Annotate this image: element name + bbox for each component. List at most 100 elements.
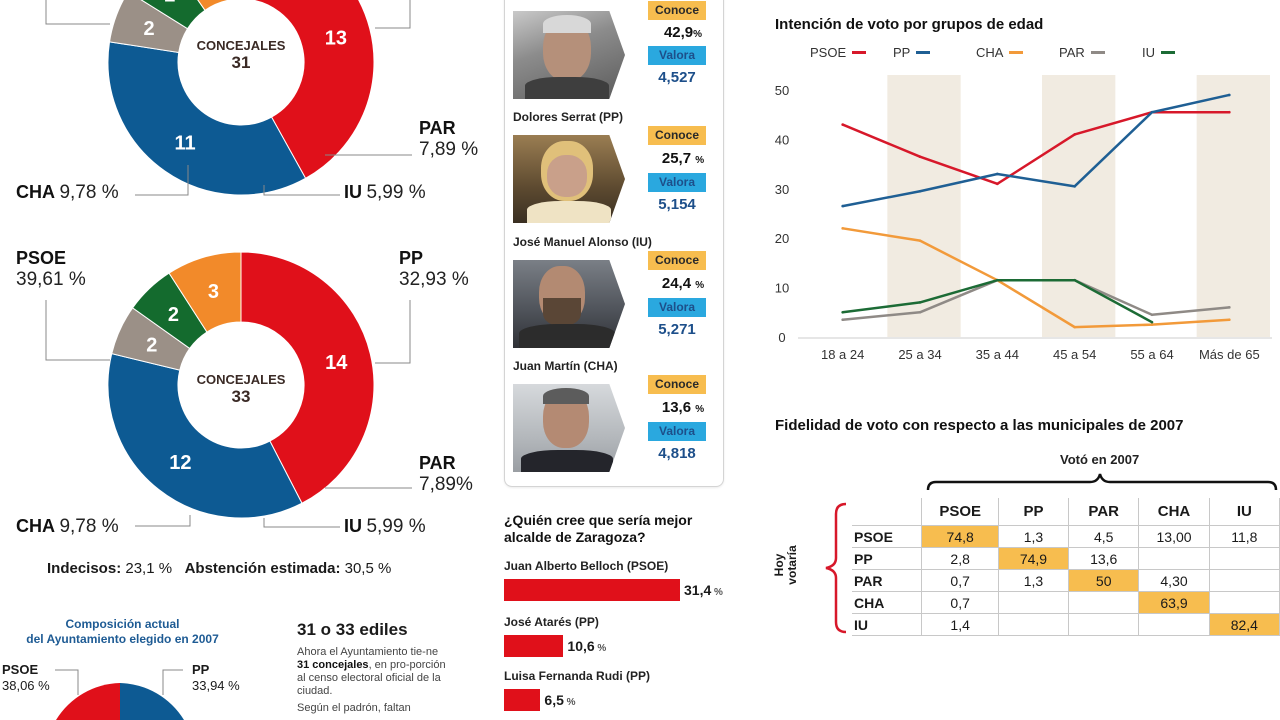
ediles-text2: Según el padrón, faltan [297, 702, 411, 714]
conoce-value: 24,4 % [648, 275, 718, 292]
x-tick-label: 55 a 64 [1130, 347, 1173, 362]
table-cell: 0,7 [921, 591, 999, 614]
row-group-label: Hoy votaría [772, 535, 799, 595]
pie31-center: CONCEJALES 31 [178, 38, 304, 73]
pie33-seats-iu: 2 [168, 304, 179, 326]
alcalde-bar-number: 31,4 [684, 582, 712, 598]
alcalde-bar [504, 689, 541, 711]
legend-item-cha: CHA [976, 45, 1059, 60]
data-point-iu [841, 311, 844, 314]
valora-badge: Valora [648, 422, 706, 441]
data-point-par [1150, 313, 1154, 317]
table-cell: 2,8 [921, 547, 999, 570]
composicion-psoe-label: PSOE 38,06 % [2, 662, 50, 694]
pie33-cha-name: CHA [16, 516, 55, 536]
candidate-photo [513, 384, 625, 472]
line-chart-title: Intención de voto por grupos de edad [775, 16, 1044, 33]
data-point-cha [1073, 325, 1076, 329]
candidate-card: Juan Martín (CHA) Conoce 13,6 % Valora 4… [513, 359, 718, 474]
candidate-name: Juan Martín (CHA) [513, 359, 618, 373]
pie33-psoe-pct: 39,61 % [16, 269, 86, 290]
alcalde-candidate-name: Luisa Fernanda Rudi (PP) [504, 669, 651, 683]
valora-value: 5,154 [658, 196, 696, 213]
pie31-par-name: PAR [419, 118, 456, 138]
alcalde-candidate-name: Juan Alberto Belloch (PSOE) [504, 559, 669, 573]
pie33-iu-callout [263, 518, 340, 528]
table-cell [998, 591, 1070, 614]
table-cell: 1,3 [998, 569, 1070, 592]
valora-value: 4,527 [658, 69, 696, 86]
abstencion-value: 30,5 % [344, 560, 392, 577]
pie33-iu-name: IU [344, 516, 362, 536]
data-point-pp [1150, 110, 1154, 114]
data-point-iu [996, 278, 999, 282]
pie31-iu-callout [263, 185, 340, 196]
series-line-cha [842, 227, 1230, 329]
chart-band [887, 75, 961, 337]
mejor-alcalde-title: ¿Quién cree que sería mejor alcalde de Z… [504, 512, 692, 546]
table-title: Fidelidad de voto con respecto a las mun… [775, 417, 1184, 434]
candidate-photo [513, 260, 625, 348]
candidate-card: Dolores Serrat (PP) Conoce 25,7 % Valora… [513, 110, 718, 225]
legend-label: PSOE [810, 45, 847, 60]
composicion-title-line2: del Ayuntamiento elegido en 2007 [26, 632, 219, 646]
conoce-number: 13,6 [661, 399, 692, 416]
candidate-name: Dolores Serrat (PP) [513, 110, 624, 124]
pie33-seats-pp: 12 [169, 452, 191, 474]
table-cell [1209, 591, 1280, 614]
valora-badge: Valora [648, 298, 706, 317]
composicion-pp-callout [162, 669, 183, 695]
alcalde-bar-value: 10,6 % [567, 638, 606, 654]
table-row: PAR 0,7 1,3 50 4,30 [852, 569, 1280, 592]
conoce-badge: Conoce [648, 251, 706, 270]
conoce-badge: Conoce [648, 126, 706, 145]
table-cell: 4,5 [1068, 525, 1140, 548]
pie33-par-label: PAR 7,89% [419, 453, 473, 496]
pie31-par-label: PAR 7,89 % [419, 118, 478, 161]
legend-swatch [852, 51, 867, 54]
composicion-title-line1: Composición actual [65, 617, 180, 631]
series-line-psoe [842, 110, 1230, 186]
pct-sign: % [695, 280, 705, 291]
pie31-cha-pct: 9,78 % [59, 182, 119, 203]
data-point-psoe [841, 123, 844, 126]
conoce-badge: Conoce [648, 1, 706, 20]
alcalde-bar [504, 635, 564, 657]
abstencion-label: Abstención estimada: [184, 560, 341, 577]
y-tick-label: 0 [778, 330, 785, 345]
table-cell: 63,9 [1138, 591, 1210, 614]
data-point-iu [918, 301, 922, 304]
conoce-number: 42,9 [663, 24, 694, 41]
table-col-header: PP [998, 498, 1070, 526]
table-row-header: PP [852, 547, 923, 570]
alcalde-bar-number: 10,6 [567, 638, 595, 654]
data-point-psoe [918, 155, 922, 158]
pie33-seats-cha: 3 [208, 281, 219, 303]
pie31-seats-psoe: 13 [325, 27, 347, 49]
table-cell [1209, 569, 1280, 592]
legend-item-psoe: PSOE [810, 45, 893, 60]
pie33-iu-label: IU 5,99 % [344, 516, 426, 538]
candidate-photo [513, 11, 625, 99]
pie31-center-label: CONCEJALES [196, 38, 286, 53]
y-tick-label: 50 [775, 83, 789, 98]
data-point-cha [1228, 318, 1231, 322]
conoce-value: 25,7 % [648, 150, 718, 167]
table-row: PSOE 74,8 1,3 4,5 13,00 11,8 [852, 525, 1280, 548]
legend-label: IU [1142, 45, 1155, 60]
table-cell [1068, 613, 1140, 636]
data-point-pp [841, 204, 844, 208]
alcalde-bar [504, 579, 680, 601]
table-row-header: IU [852, 613, 923, 636]
pie31-iu-name: IU [344, 182, 362, 202]
pct-sign: % [695, 155, 705, 166]
table-row-header: CHA [852, 591, 923, 614]
candidate-card: José Manuel Alonso (IU) Conoce 24,4 % Va… [513, 235, 718, 350]
pie31-par-pct: 7,89 % [419, 139, 479, 160]
candidates-panel: Conoce 42,9% Valora 4,527 Dolores Serrat… [504, 0, 724, 487]
row-group-label-line2: votaría [785, 545, 799, 585]
candidate-card: Conoce 42,9% Valora 4,527 [513, 1, 718, 121]
conoce-value: 13,6 % [648, 399, 718, 416]
pie31-seats-pp: 11 [174, 132, 195, 154]
data-point-pp [918, 189, 922, 193]
